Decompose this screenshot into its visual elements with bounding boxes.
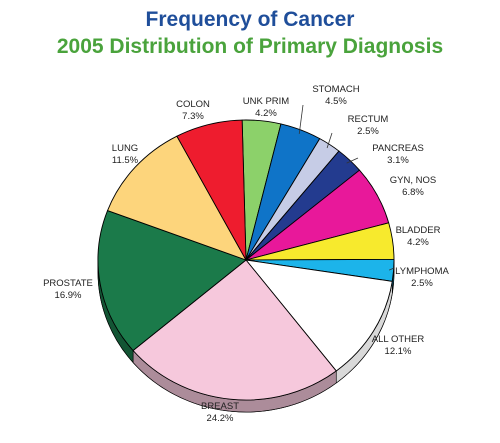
pie-slices [97, 119, 395, 401]
chart-subtitle: 2005 Distribution of Primary Diagnosis [56, 35, 444, 58]
leader-line-pancreas [346, 157, 359, 164]
pie-slice-colon [176, 119, 247, 261]
slice-label-prostate: PROSTATE 16.9% [43, 278, 93, 301]
pie-slice-all-other [245, 259, 393, 372]
slice-label-rectum: RECTUM 2.5% [348, 114, 389, 137]
slice-label-bladder: BLADDER 4.2% [396, 225, 441, 248]
slice-label-breast: BREAST 24.2% [201, 401, 239, 424]
leader-line-lymphoma [389, 267, 395, 271]
slice-label-gyn-nos: GYN, NOS 6.8% [390, 175, 436, 198]
chart-title: Frequency of Cancer [145, 8, 355, 31]
leader-line-stomach [298, 104, 304, 134]
slice-label-stomach: STOMACH 4.5% [312, 84, 359, 107]
pie-slice-lung [107, 135, 247, 261]
slice-label-lymphoma: LYMPHOMA 2.5% [395, 266, 449, 289]
slice-label-colon: COLON 7.3% [176, 99, 210, 122]
slice-label-lung: LUNG 11.5% [112, 143, 139, 166]
slice-label-all-other: ALL OTHER 12.1% [372, 334, 425, 357]
pie-slice-prostate [97, 210, 247, 351]
pie-leaders [298, 104, 395, 271]
pie-labels: UNK PRIM 4.2% STOMACH 4.5% RECTUM 2.5% PANCREA… [43, 84, 449, 424]
slice-label-pancreas: PANCREAS 3.1% [372, 143, 424, 166]
leader-line-rectum [326, 132, 333, 149]
pie-slice-breast [132, 259, 337, 401]
slice-label-unk-prim: UNK PRIM 4.2% [243, 96, 290, 119]
